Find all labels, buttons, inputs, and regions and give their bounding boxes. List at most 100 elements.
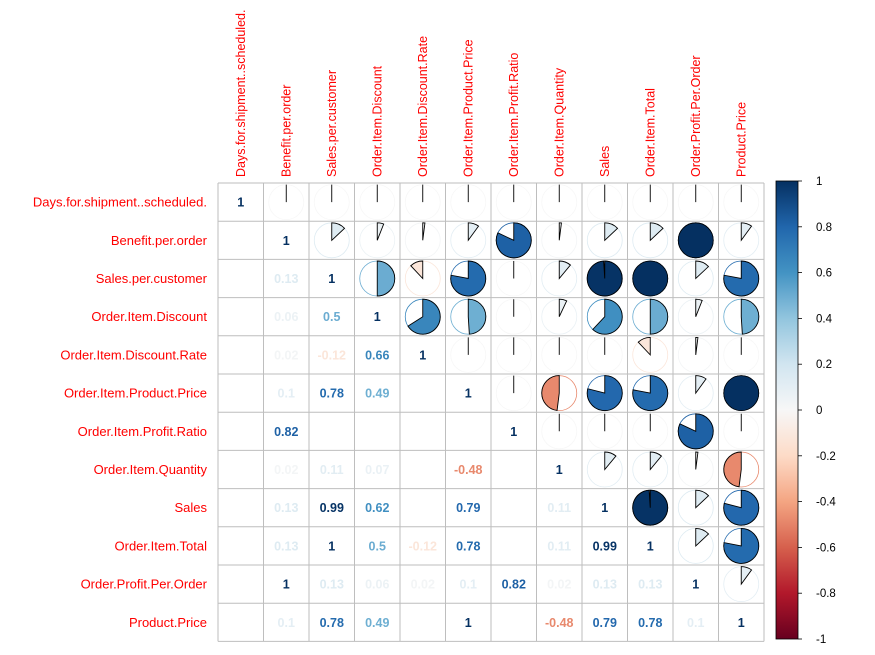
colorbar-gradient	[775, 180, 799, 640]
correlation-value: 0.99	[593, 539, 617, 553]
row-label: Benefit.per.order	[111, 233, 208, 248]
correlation-value: 0.49	[365, 616, 389, 630]
correlation-pie	[632, 413, 669, 450]
correlation-pie	[495, 222, 532, 259]
row-label: Order.Item.Discount	[91, 309, 207, 324]
correlation-value: 0.78	[638, 616, 662, 630]
correlation-pie	[632, 260, 669, 297]
correlation-value: 0.78	[456, 539, 480, 553]
correlation-value: 0.13	[320, 578, 344, 592]
correlation-pie	[495, 336, 532, 373]
correlation-pie	[404, 184, 441, 221]
row-label: Product.Price	[129, 615, 207, 630]
row-label: Days.for.shipment..scheduled.	[33, 195, 207, 210]
row-label: Order.Item.Product.Price	[64, 386, 207, 401]
colorbar-tick-label: 0.2	[816, 359, 832, 371]
correlation-pie	[723, 413, 760, 450]
column-label: Order.Profit.Per.Order	[689, 55, 703, 177]
correlation-pie	[632, 222, 669, 259]
colorbar-tick-label: -0.8	[816, 588, 836, 600]
correlation-pie	[450, 260, 487, 297]
correlation-pie	[541, 184, 578, 221]
column-label: Order.Item.Discount.Rate	[416, 36, 430, 177]
correlation-pie	[723, 298, 760, 335]
correlation-pie	[586, 298, 623, 335]
correlation-value: 0.78	[320, 387, 344, 401]
correlation-pie	[677, 375, 714, 412]
row-labels: Days.for.shipment..scheduled. Benefit.per…	[33, 195, 208, 630]
correlation-pie	[313, 222, 350, 259]
correlation-value: 0.13	[274, 501, 298, 515]
correlation-value: 1	[556, 463, 563, 477]
column-label: Order.Item.Total	[643, 88, 657, 177]
colorbar-tick-label: -0.6	[816, 542, 836, 554]
correlation-pie	[450, 336, 487, 373]
row-label: Order.Item.Quantity	[94, 462, 208, 477]
colorbar-tick-label: -0.4	[816, 497, 836, 509]
correlation-pie	[723, 451, 760, 488]
correlation-pie	[495, 184, 532, 221]
correlation-pie	[495, 260, 532, 297]
correlation-pie	[586, 222, 623, 259]
correlation-value: 0.02	[547, 578, 571, 592]
colorbar-tick-label: 0.4	[816, 313, 833, 325]
correlation-pie	[632, 298, 669, 335]
correlation-value: 1	[647, 539, 654, 553]
row-label: Order.Item.Total	[115, 538, 208, 553]
correlation-value: 0.5	[369, 539, 386, 553]
correlation-pie	[450, 222, 487, 259]
correlation-pie	[723, 527, 760, 564]
correlation-pie	[677, 336, 714, 373]
correlation-pie	[541, 375, 578, 412]
correlation-pie	[268, 184, 305, 221]
correlation-value: 0.79	[456, 501, 480, 515]
correlation-pie	[677, 260, 714, 297]
correlation-value: 0.66	[365, 348, 389, 362]
correlation-value: -0.48	[454, 463, 483, 477]
correlation-pie	[495, 375, 532, 412]
correlation-pie	[359, 184, 396, 221]
correlation-pie	[541, 260, 578, 297]
correlation-pie	[450, 184, 487, 221]
column-label: Benefit.per.order	[279, 85, 293, 177]
column-label: Product.Price	[734, 102, 748, 177]
correlation-pie	[723, 336, 760, 373]
correlation-value: -0.12	[409, 539, 438, 553]
row-label: Order.Item.Profit.Ratio	[78, 424, 207, 439]
correlation-pie	[677, 413, 714, 450]
correlation-value: 1	[738, 616, 745, 630]
correlation-value: 0.62	[365, 501, 389, 515]
colorbar-tick-label: 0.6	[816, 268, 832, 280]
column-label: Days.for.shipment..scheduled.	[234, 10, 248, 177]
correlation-value: 0.1	[278, 387, 295, 401]
correlation-pie	[632, 489, 669, 526]
correlation-pie	[632, 375, 669, 412]
correlation-value: 0.78	[320, 616, 344, 630]
correlation-pie	[677, 527, 714, 564]
column-labels: Days.for.shipment..scheduled. Benefit.per…	[234, 10, 749, 177]
correlation-pie	[723, 222, 760, 259]
correlation-value: 0.11	[547, 501, 571, 515]
correlation-pie	[359, 260, 396, 297]
correlation-pie	[677, 298, 714, 335]
correlation-value: 0.13	[638, 578, 662, 592]
correlation-pie	[723, 566, 760, 602]
correlation-value: 1	[328, 272, 335, 286]
correlation-pie	[632, 336, 669, 373]
correlation-pie	[677, 222, 714, 259]
correlation-value: 1	[419, 348, 426, 362]
correlation-value: 0.13	[274, 539, 298, 553]
correlation-value: 0.5	[323, 310, 340, 324]
correlation-pie	[586, 451, 623, 488]
correlation-pie	[495, 298, 532, 335]
correlation-value: 1	[601, 501, 608, 515]
correlation-pie	[723, 489, 760, 526]
colorbar-tick-label: 0	[816, 405, 822, 417]
correlation-value: 0.11	[320, 463, 344, 477]
correlation-value: -0.12	[318, 348, 347, 362]
correlation-pie	[586, 260, 623, 297]
colorbar-tick-label: -1	[816, 634, 826, 646]
correlation-value: 0.82	[274, 425, 298, 439]
correlation-pie	[450, 298, 487, 335]
